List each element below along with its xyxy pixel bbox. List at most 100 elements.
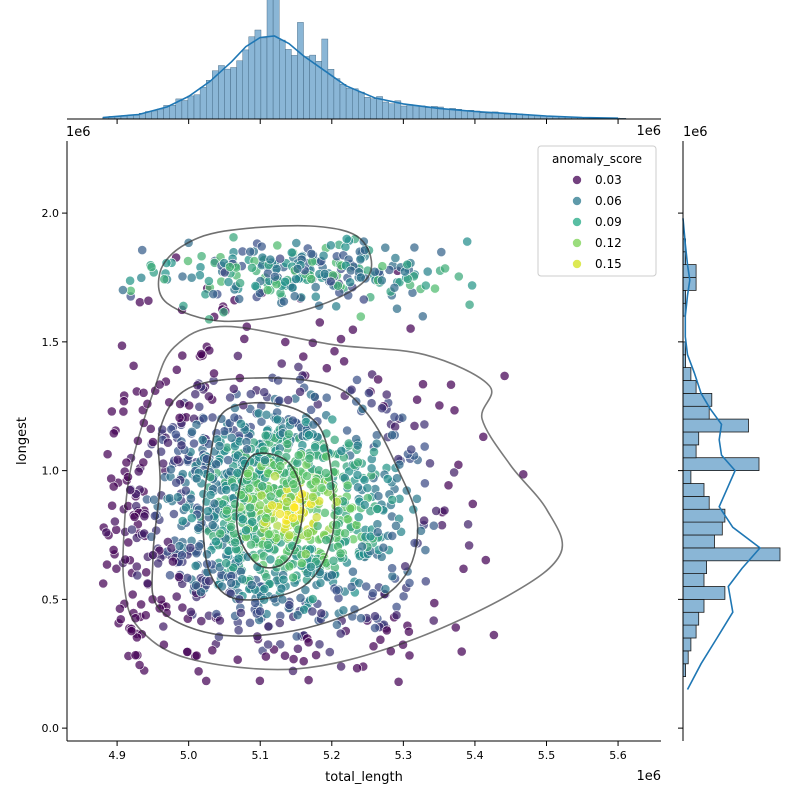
scatter-point	[189, 438, 199, 449]
scatter-point	[331, 301, 342, 312]
scatter-point	[307, 491, 318, 502]
scatter-point	[417, 311, 428, 322]
scatter-point	[275, 461, 286, 471]
scatter-point	[272, 240, 283, 251]
top-histogram-bar	[248, 36, 256, 120]
scatter-point	[499, 370, 510, 381]
scatter-point	[221, 558, 232, 569]
legend-label: 0.09	[595, 215, 622, 229]
kde-contour-line	[235, 452, 305, 569]
scatter-point	[107, 500, 117, 511]
top-left-offset-label: 1e6	[66, 125, 91, 140]
scatter-point	[378, 542, 389, 553]
scatter-point	[203, 391, 214, 402]
scatter-point	[320, 468, 331, 478]
right-histogram-bar	[682, 560, 708, 575]
scatter-point	[453, 459, 464, 470]
scatter-point	[166, 464, 176, 475]
scatter-point	[324, 647, 335, 657]
scatter-point	[174, 572, 184, 582]
scatter-point	[373, 374, 383, 385]
scatter-point	[377, 403, 387, 414]
scatter-point	[174, 541, 185, 551]
right-histogram-bar	[682, 457, 760, 472]
scatter-point	[422, 266, 433, 277]
scatter-point	[295, 593, 306, 603]
scatter-point	[219, 426, 230, 437]
legend-marker	[572, 238, 582, 248]
scatter-point	[278, 574, 289, 585]
scatter-point	[387, 494, 398, 505]
scatter-point	[403, 626, 414, 637]
top-histogram-bar	[187, 95, 195, 120]
scatter-point	[110, 516, 120, 527]
scatter-point	[436, 247, 447, 257]
scatter-point	[263, 621, 274, 632]
scatter-point	[284, 600, 295, 610]
scatter-point	[265, 554, 276, 565]
scatter-point	[376, 275, 387, 286]
scatter-point	[363, 388, 374, 398]
scatter-point	[272, 414, 283, 425]
scatter-point	[352, 374, 362, 385]
scatter-point	[420, 280, 431, 291]
scatter-point	[353, 457, 364, 468]
scatter-point	[286, 247, 297, 258]
scatter-point	[288, 654, 299, 664]
scatter-point	[228, 232, 239, 243]
scatter-point	[443, 480, 454, 491]
scatter-point	[218, 307, 229, 318]
top-histogram-bar	[132, 114, 140, 120]
scatter-point	[140, 610, 151, 621]
scatter-point	[391, 610, 402, 621]
scatter-point	[316, 483, 327, 493]
scatter-point	[430, 283, 440, 294]
scatter-point	[177, 516, 188, 526]
scatter-point	[253, 408, 264, 419]
scatter-point	[333, 505, 344, 516]
scatter-point	[205, 472, 216, 482]
top-histogram-bar	[242, 49, 249, 120]
scatter-point	[311, 650, 321, 660]
top-histogram-bar	[279, 39, 286, 120]
y-tick-label: 0.5	[42, 593, 60, 606]
scatter-point	[304, 453, 315, 464]
scatter-point	[202, 549, 212, 560]
scatter-point	[194, 541, 204, 552]
scatter-point	[292, 263, 303, 274]
scatter-point	[380, 584, 391, 594]
scatter-point	[372, 527, 383, 538]
scatter-point	[203, 276, 214, 286]
scatter-point	[278, 296, 289, 307]
scatter-point	[244, 483, 255, 494]
scatter-point	[390, 253, 401, 263]
scatter-point	[289, 291, 300, 302]
scatter-point	[178, 300, 189, 311]
scatter-point	[404, 578, 415, 588]
top-histogram-bar	[321, 38, 329, 120]
scatter-point	[242, 444, 252, 455]
scatter-point	[287, 282, 298, 293]
scatter-point	[265, 491, 276, 502]
right-histogram-bar	[682, 495, 710, 510]
scatter-point	[182, 647, 193, 657]
scatter-point	[331, 619, 342, 630]
scatter-point	[177, 602, 188, 613]
scatter-point	[232, 467, 243, 478]
scatter-point	[419, 478, 430, 489]
scatter-point	[280, 276, 290, 287]
scatter-point	[118, 285, 128, 295]
scatter-point	[355, 311, 366, 322]
legend-label: 0.15	[595, 257, 622, 271]
right-histogram-bar	[682, 547, 781, 562]
right-marginal-histogram	[682, 218, 781, 690]
scatter-point	[291, 631, 302, 642]
scatter-point	[177, 271, 188, 282]
scatter-point	[335, 548, 346, 559]
top-histogram-bar	[205, 79, 213, 120]
scatter-point	[375, 634, 386, 645]
scatter-point	[232, 350, 243, 361]
scatter-point	[310, 282, 321, 292]
scatter-point	[193, 523, 204, 533]
scatter-point	[235, 418, 246, 429]
